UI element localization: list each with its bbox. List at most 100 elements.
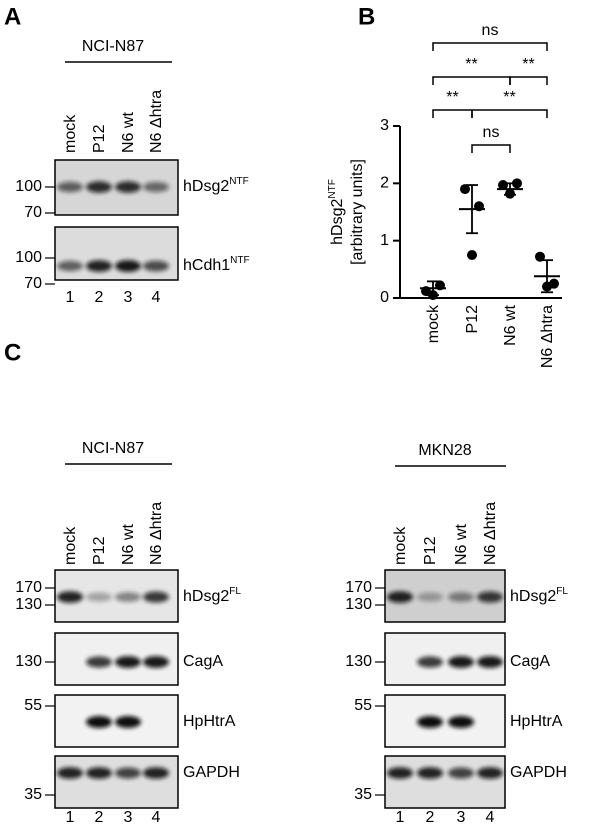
- band: [57, 260, 83, 272]
- blot-target: HpHtrA: [510, 713, 563, 730]
- significance-label: ns: [482, 22, 499, 39]
- blot: [54, 226, 179, 281]
- marker-label: 130: [15, 653, 42, 670]
- lane-label: N6 Δhtra: [482, 502, 499, 565]
- y-tick-label: 3: [380, 117, 389, 134]
- marker-label: 130: [345, 596, 372, 613]
- data-point: [535, 251, 545, 262]
- x-tick-label: mock: [425, 304, 442, 343]
- data-point: [460, 184, 470, 195]
- y-label-superscript: NTF: [327, 179, 338, 198]
- band: [477, 767, 503, 779]
- target-name: hDsg2: [510, 588, 556, 605]
- lane-label: N6 wt: [120, 112, 137, 153]
- blot-target: GAPDH: [510, 764, 567, 781]
- lane-label: mock: [392, 526, 409, 565]
- lane-number: 2: [95, 289, 104, 306]
- band: [115, 181, 141, 193]
- y-axis-label: hDsg2NTF: [327, 179, 346, 245]
- band: [115, 716, 141, 728]
- panel-label: C: [4, 339, 21, 366]
- data-point: [512, 178, 522, 189]
- band: [86, 656, 112, 668]
- band: [57, 591, 83, 603]
- band: [115, 656, 141, 668]
- target-superscript: FL: [556, 586, 568, 597]
- target-name: CagA: [510, 653, 550, 670]
- band: [115, 260, 141, 272]
- cell-line: MKN28: [418, 442, 471, 459]
- y-axis-label: [arbitrary units]: [349, 159, 366, 265]
- panel-label: A: [4, 3, 21, 30]
- significance-bracket: [432, 42, 548, 51]
- band: [86, 767, 112, 779]
- target-name: hDsg2: [183, 178, 229, 195]
- significance-label: **: [503, 89, 515, 106]
- blot-target: HpHtrA: [183, 713, 236, 730]
- band: [115, 767, 141, 779]
- band: [143, 181, 169, 193]
- band: [57, 181, 83, 193]
- band: [143, 656, 169, 668]
- band: [86, 716, 112, 728]
- target-superscript: FL: [229, 586, 241, 597]
- significance-bracket: [471, 109, 548, 118]
- marker-label: 130: [345, 653, 372, 670]
- band: [448, 592, 474, 602]
- data-point: [467, 250, 477, 260]
- lane-number: 1: [396, 809, 405, 826]
- cell-line: NCI-N87: [82, 440, 144, 457]
- band: [57, 767, 83, 779]
- marker-label: 130: [15, 596, 42, 613]
- band: [143, 591, 169, 603]
- band: [448, 656, 474, 668]
- blot-target: GAPDH: [183, 764, 240, 781]
- marker-label: 170: [15, 579, 42, 596]
- target-name: GAPDH: [510, 764, 567, 781]
- band: [417, 767, 443, 779]
- blot: [384, 755, 506, 809]
- lane-label: mock: [62, 526, 79, 565]
- band: [417, 592, 443, 602]
- significance-bracket: [471, 144, 511, 153]
- target-name: HpHtrA: [510, 713, 563, 730]
- significance-bracket: [432, 109, 473, 118]
- target-name: hDsg2: [183, 588, 229, 605]
- band: [477, 656, 503, 668]
- blot-target: hCdh1NTF: [183, 255, 250, 274]
- blot-target: CagA: [183, 653, 223, 670]
- significance-label: **: [446, 89, 458, 106]
- blot-target: hDsg2FL: [510, 586, 568, 605]
- band: [417, 716, 443, 728]
- band: [86, 181, 112, 193]
- lane-label: P12: [422, 536, 439, 565]
- lane-number: 1: [66, 289, 75, 306]
- x-tick-label: P12: [464, 305, 481, 334]
- lane-number: 4: [486, 809, 495, 826]
- lane-number: 1: [66, 809, 75, 826]
- band: [115, 592, 141, 602]
- lane-label: P12: [91, 536, 108, 565]
- band: [143, 260, 169, 272]
- band: [86, 592, 112, 602]
- lane-number: 4: [152, 809, 161, 826]
- blot-target: CagA: [510, 653, 550, 670]
- lane-number: 3: [457, 809, 466, 826]
- significance-label: **: [522, 56, 534, 73]
- x-tick-label: N6 wt: [502, 304, 519, 345]
- lane-label: P12: [91, 124, 108, 153]
- marker-label: 100: [15, 178, 42, 195]
- target-superscript: NTF: [230, 255, 249, 266]
- lane-label: mock: [62, 114, 79, 153]
- blot: [384, 694, 506, 748]
- marker-label: 55: [354, 697, 372, 714]
- y-tick-label: 0: [380, 289, 389, 306]
- band: [417, 656, 443, 668]
- y-tick-label: 1: [380, 232, 389, 249]
- significance-bracket: [432, 76, 511, 85]
- lane-number: 4: [152, 289, 161, 306]
- significance-label: ns: [483, 124, 500, 141]
- band: [448, 767, 474, 779]
- significance-bracket: [509, 76, 548, 85]
- lane-label: N6 wt: [120, 524, 137, 565]
